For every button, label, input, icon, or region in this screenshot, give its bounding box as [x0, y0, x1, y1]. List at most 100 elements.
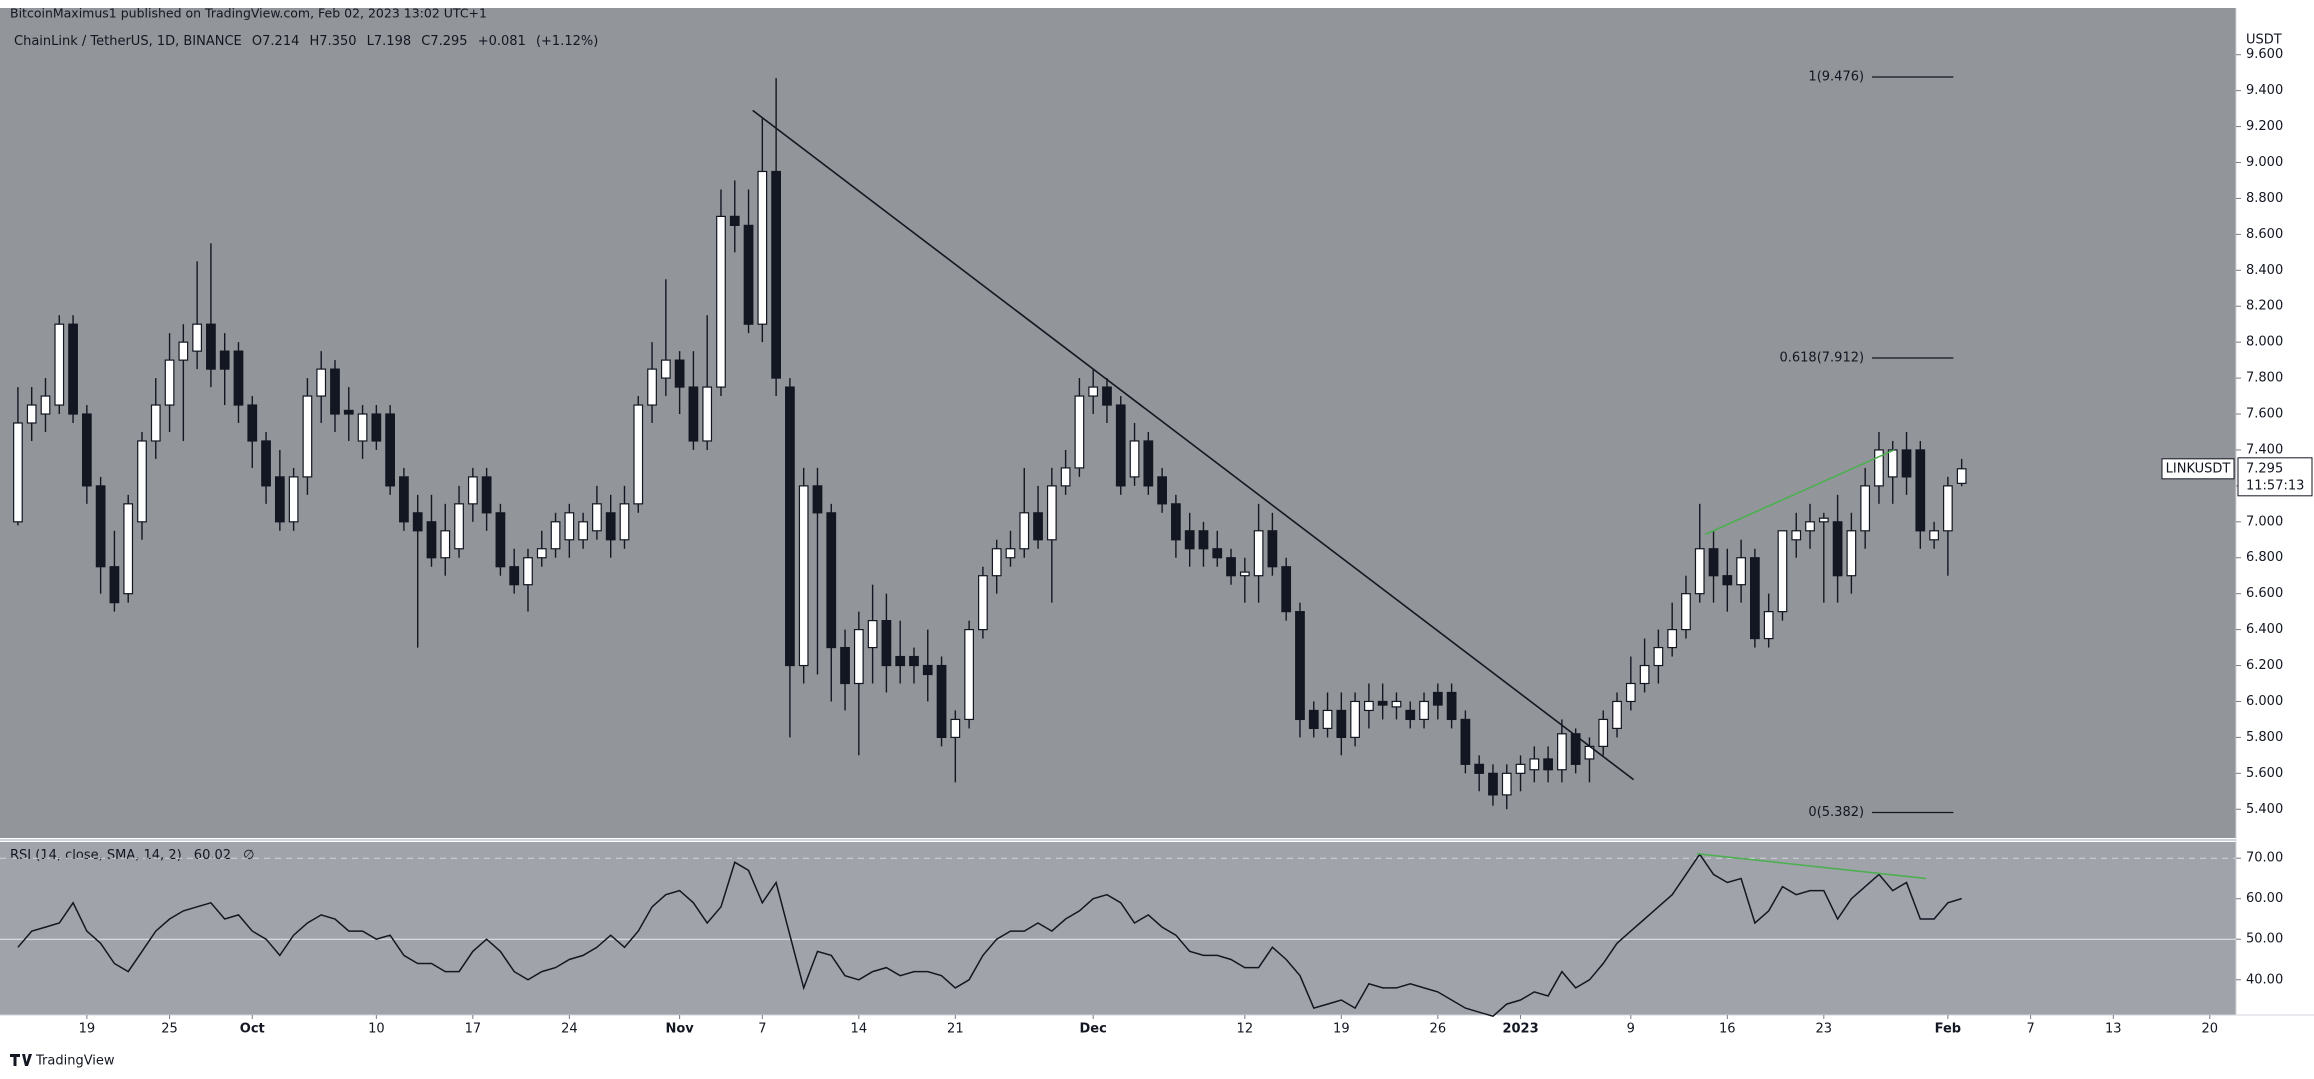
candle-body	[385, 413, 396, 487]
candle-body	[137, 440, 147, 523]
y-tick-label: 9.600	[2246, 47, 2283, 62]
candle-body	[1860, 485, 1871, 532]
candle-body	[467, 476, 478, 505]
candle-body	[1929, 530, 1939, 541]
candle-body	[1115, 404, 1126, 487]
candle-body	[1364, 700, 1374, 712]
y-tick-label: 6.400	[2246, 622, 2283, 637]
candle-body	[1253, 530, 1264, 577]
candle-body	[867, 620, 878, 649]
candle-body	[716, 215, 726, 388]
candle-body	[302, 395, 313, 478]
x-tick-label: 21	[947, 1022, 964, 1037]
candle-body	[1956, 468, 1967, 484]
y-tick-label: 6.200	[2246, 658, 2283, 673]
candle-body	[991, 548, 1002, 577]
candle-body	[13, 422, 23, 523]
y-tick-label: 7.400	[2246, 442, 2283, 457]
y-tick-label: 5.800	[2246, 730, 2283, 745]
x-tick-label: 19	[1333, 1022, 1350, 1037]
candle-body	[1846, 530, 1857, 577]
candle-body	[1432, 691, 1443, 706]
candle-body	[922, 664, 933, 676]
candle-body	[150, 404, 161, 442]
x-tick-label: 7	[758, 1022, 766, 1037]
candle-body	[95, 485, 106, 568]
y-tick-label: 6.600	[2246, 586, 2283, 601]
candle-body	[109, 566, 120, 604]
candle-body	[1239, 571, 1250, 577]
candle-body	[412, 512, 423, 532]
candle-body	[1639, 664, 1650, 685]
rsi-legend: RSI (14, close, SMA, 14, 2) 60.02 ∅	[10, 848, 254, 863]
candle-body	[1901, 449, 1912, 478]
y-tick-label: 6.800	[2246, 550, 2283, 565]
candle-body	[536, 548, 547, 559]
y-tick-label: 8.200	[2246, 299, 2283, 314]
candle-body	[1874, 449, 1884, 487]
brand: TradingView	[10, 1054, 115, 1069]
x-tick-label: 12	[1237, 1022, 1254, 1037]
candle-body	[826, 512, 837, 649]
price-tag: 7.295	[2246, 461, 2283, 476]
y-tick-label: 50.00	[2246, 932, 2283, 947]
candle-body	[371, 413, 382, 442]
trendline	[752, 109, 1635, 781]
brand-logo	[10, 1054, 32, 1066]
candle-body	[605, 512, 616, 541]
candle-body	[1060, 467, 1071, 487]
x-tick-label: 23	[1816, 1022, 1833, 1037]
candle-body	[1157, 476, 1167, 505]
y-tick-label: 8.800	[2246, 191, 2283, 206]
y-tick-label: 70.00	[2246, 851, 2283, 866]
candle-body	[936, 664, 947, 738]
y-tick-label: 8.400	[2246, 263, 2283, 278]
y-tick-label: 8.000	[2246, 335, 2283, 350]
candle-body	[1763, 611, 1774, 640]
candle-body	[1322, 709, 1333, 730]
x-tick-label: 17	[465, 1022, 482, 1037]
candle-body	[1198, 530, 1209, 550]
x-tick-label: 13	[2105, 1022, 2122, 1037]
rsi-pane	[0, 842, 2236, 1015]
candle-body	[1653, 646, 1664, 667]
candle-body	[274, 476, 285, 523]
x-tick-label: 25	[161, 1022, 178, 1037]
candle-body	[26, 404, 37, 424]
candle-body	[178, 341, 189, 361]
candle-body	[1212, 548, 1223, 559]
candle-body	[1722, 575, 1733, 586]
candle-body	[1501, 772, 1512, 796]
x-tick-label: 16	[1719, 1022, 1736, 1037]
x-tick-label: 7	[2026, 1022, 2034, 1037]
candle-body	[1943, 485, 1953, 532]
y-tick-label: 5.600	[2246, 766, 2283, 781]
candle-body	[1129, 440, 1140, 478]
legend-key: O	[252, 34, 262, 49]
candle-body	[853, 629, 864, 685]
candle-body	[1391, 700, 1402, 708]
candle-body	[1281, 566, 1292, 613]
candle-body	[978, 575, 988, 631]
candle-body	[564, 512, 575, 541]
candle-body	[1088, 386, 1099, 397]
legend-value: 7.214	[262, 34, 299, 49]
candle-body	[1750, 557, 1760, 640]
candle-body	[729, 215, 740, 226]
candle-body	[881, 620, 892, 667]
symbol: ChainLink / TetherUS, 1D, BINANCE	[14, 34, 242, 49]
legend-change: +0.081	[478, 34, 526, 49]
candle-body	[840, 646, 850, 685]
candle-body	[1557, 733, 1567, 771]
x-tick-label: 10	[368, 1022, 385, 1037]
symbol-tag-box	[2161, 458, 2235, 480]
symbol-tag: LINKUSDT	[2166, 461, 2231, 476]
candle-body	[1171, 503, 1181, 541]
candle-body	[1529, 758, 1540, 771]
trendline	[1696, 852, 1926, 880]
candle-body	[578, 521, 588, 541]
x-tick-label: 20	[2202, 1022, 2219, 1037]
rsi-value: 60.02	[194, 848, 231, 863]
y-axis-label: USDT	[2246, 33, 2282, 48]
